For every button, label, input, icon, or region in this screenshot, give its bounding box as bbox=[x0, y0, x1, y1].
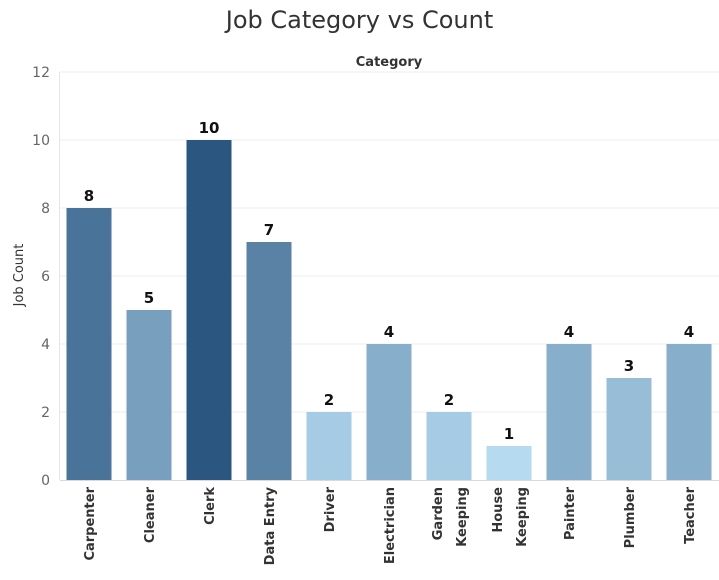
data-label: 7 bbox=[264, 221, 274, 239]
y-axis-ticks: 0 2 4 6 8 10 12 bbox=[32, 65, 50, 489]
x-tick-label: Teacher bbox=[683, 486, 698, 544]
x-tick-label: Carpenter bbox=[83, 486, 98, 560]
data-label: 10 bbox=[199, 119, 220, 137]
x-tick-label-line: Driver bbox=[323, 486, 338, 532]
y-tick-label: 0 bbox=[41, 473, 50, 489]
x-tick-label-line: Teacher bbox=[683, 486, 698, 544]
x-tick-label-line: Carpenter bbox=[83, 486, 98, 560]
data-label: 1 bbox=[504, 425, 514, 443]
x-tick-label-line: Painter bbox=[563, 486, 578, 540]
y-tick-label: 12 bbox=[32, 65, 50, 81]
bar-clerk bbox=[186, 140, 232, 480]
data-label: 3 bbox=[624, 357, 634, 375]
x-tick-label-line: Plumber bbox=[623, 486, 638, 548]
bar-teacher bbox=[666, 344, 712, 480]
data-labels: 8 5 10 7 2 4 2 1 4 3 4 bbox=[84, 119, 694, 443]
y-tick-label: 4 bbox=[41, 337, 50, 353]
x-tick-label: Data Entry bbox=[263, 486, 278, 565]
y-tick-label: 10 bbox=[32, 133, 50, 149]
y-tick-label: 2 bbox=[41, 405, 50, 421]
chart-title: Job Category vs Count bbox=[225, 6, 494, 34]
bar-cleaner bbox=[126, 310, 172, 480]
bar-data-entry bbox=[246, 242, 292, 480]
x-tick-label-line: Clerk bbox=[203, 487, 218, 525]
y-tick-label: 6 bbox=[41, 269, 50, 285]
x-tick-label: Driver bbox=[323, 486, 338, 532]
data-label: 4 bbox=[684, 323, 694, 341]
x-tick-label-line: Keeping bbox=[455, 487, 470, 547]
x-tick-label: Electrician bbox=[383, 487, 398, 564]
data-label: 2 bbox=[324, 391, 334, 409]
x-tick-label: Garden Keeping bbox=[431, 487, 470, 547]
x-axis-labels: Carpenter Cleaner Clerk Data Entry Driver Ele… bbox=[83, 486, 698, 565]
bar-garden-keeping bbox=[426, 412, 472, 480]
x-tick-label: Plumber bbox=[623, 486, 638, 548]
data-label: 5 bbox=[144, 289, 154, 307]
data-label: 4 bbox=[384, 323, 394, 341]
x-tick-label: Cleaner bbox=[143, 486, 158, 543]
data-label: 2 bbox=[444, 391, 454, 409]
x-tick-label-line: Keeping bbox=[515, 487, 530, 547]
data-label: 8 bbox=[84, 187, 94, 205]
bar-painter bbox=[546, 344, 592, 480]
y-tick-label: 8 bbox=[41, 201, 50, 217]
y-axis-title: Job Count bbox=[12, 244, 27, 308]
bar-house-keeping bbox=[486, 446, 532, 480]
bar-electrician bbox=[366, 344, 412, 480]
x-tick-label-line: Garden bbox=[431, 487, 446, 540]
x-tick-label: Clerk bbox=[203, 487, 218, 525]
bar-plumber bbox=[606, 378, 652, 480]
bars bbox=[66, 140, 712, 480]
x-tick-label-line: Electrician bbox=[383, 487, 398, 564]
data-label: 4 bbox=[564, 323, 574, 341]
x-tick-label-line: House bbox=[491, 487, 506, 533]
x-tick-label: House Keeping bbox=[491, 487, 530, 547]
x-tick-label-line: Data Entry bbox=[263, 486, 278, 565]
bar-driver bbox=[306, 412, 352, 480]
x-tick-label: Painter bbox=[563, 486, 578, 540]
x-tick-label-line: Cleaner bbox=[143, 486, 158, 543]
bar-carpenter bbox=[66, 208, 112, 480]
column-header-title: Category bbox=[356, 55, 423, 70]
